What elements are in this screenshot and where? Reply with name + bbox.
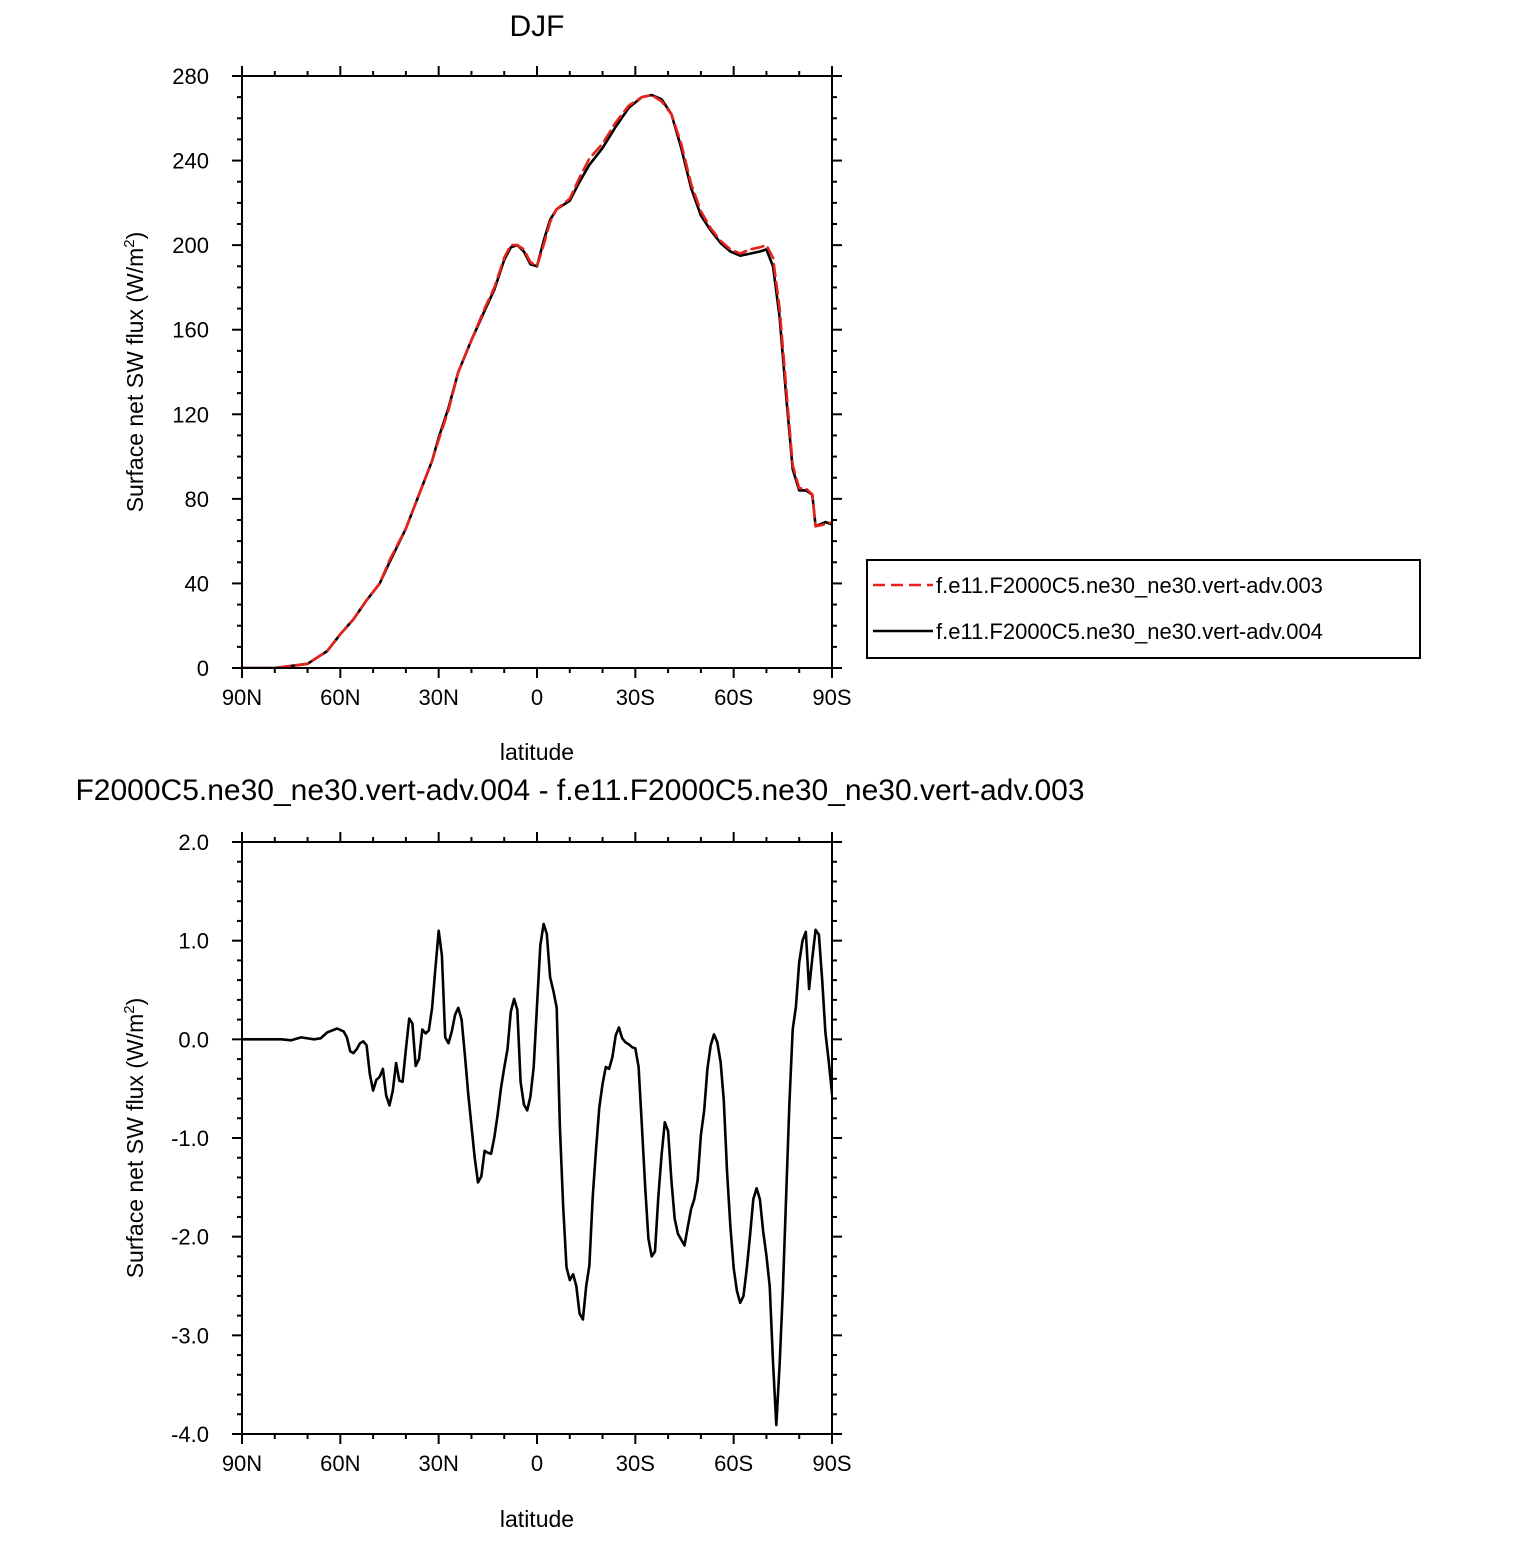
y-tick-label: 120 <box>172 402 209 427</box>
x-tick-label: 90S <box>812 1451 851 1476</box>
top-plot-frame <box>241 75 833 669</box>
x-tick-label: 30N <box>418 685 458 710</box>
top-x-axis-title: latitude <box>500 739 574 765</box>
bottom-x-axis-title: latitude <box>500 1506 574 1532</box>
top-axis-ticks <box>232 66 842 678</box>
x-tick-label: 90N <box>222 1451 262 1476</box>
bottom-y-axis-title-end: ) <box>122 998 148 1006</box>
bottom-series-lines <box>242 922 832 1427</box>
top-x-tick-labels: 90N 60N 30N 0 30S 60S 90S <box>222 685 852 710</box>
y-tick-label: -4.0 <box>171 1422 209 1447</box>
bottom-y-axis-title-sup: 2 <box>121 1005 138 1013</box>
top-y-tick-labels: 0 40 80 120 160 200 240 280 <box>172 64 209 681</box>
top-y-axis-title-main: Surface net SW flux (W/m <box>122 248 148 513</box>
legend-label-series-003: f.e11.F2000C5.ne30_ne30.vert-adv.003 <box>936 573 1323 598</box>
top-chart-title: DJF <box>510 10 565 43</box>
bottom-y-axis-title-main: Surface net SW flux (W/m <box>122 1014 148 1279</box>
legend: f.e11.F2000C5.ne30_ne30.vert-adv.003 f.e… <box>866 559 1421 659</box>
y-tick-label: -1.0 <box>171 1126 209 1151</box>
bottom-plot-frame <box>241 841 833 1435</box>
x-tick-label: 90S <box>812 685 851 710</box>
x-tick-label: 30S <box>616 1451 655 1476</box>
top-panel: DJF 90N 60N 30N 0 30S 60S 90S 0 40 80 120 160 200 24… <box>121 10 1421 765</box>
x-tick-label: 90N <box>222 685 262 710</box>
y-tick-label: 1.0 <box>178 929 209 954</box>
y-tick-label: 0 <box>197 656 209 681</box>
y-tick-label: -3.0 <box>171 1323 209 1348</box>
bottom-y-tick-labels: -4.0 -3.0 -2.0 -1.0 0.0 1.0 2.0 <box>171 830 209 1447</box>
top-y-axis-title: Surface net SW flux (W/m2) <box>121 232 148 513</box>
bottom-y-axis-title: Surface net SW flux (W/m2) <box>121 998 148 1279</box>
x-tick-label: 0 <box>531 685 543 710</box>
x-tick-label: 30N <box>418 1451 458 1476</box>
difference-line <box>242 922 832 1427</box>
legend-box <box>866 559 1421 659</box>
bottom-panel: F2000C5.ne30_ne30.vert-adv.004 - f.e11.F… <box>75 774 1084 1532</box>
bottom-chart-title: F2000C5.ne30_ne30.vert-adv.004 - f.e11.F… <box>75 774 1084 807</box>
y-tick-label: 280 <box>172 64 209 89</box>
x-tick-label: 0 <box>531 1451 543 1476</box>
y-tick-label: -2.0 <box>171 1225 209 1250</box>
x-tick-label: 60S <box>714 685 753 710</box>
top-y-axis-title-end: ) <box>122 232 148 240</box>
x-tick-label: 60S <box>714 1451 753 1476</box>
y-tick-label: 2.0 <box>178 830 209 855</box>
x-tick-label: 60N <box>320 685 360 710</box>
x-tick-label: 30S <box>616 685 655 710</box>
series-line-003 <box>242 93 832 668</box>
y-tick-label: 40 <box>185 571 209 596</box>
top-series-lines <box>242 93 832 668</box>
x-tick-label: 60N <box>320 1451 360 1476</box>
y-tick-label: 200 <box>172 233 209 258</box>
y-tick-label: 80 <box>185 487 209 512</box>
bottom-x-tick-labels: 90N 60N 30N 0 30S 60S 90S <box>222 1451 852 1476</box>
series-line-004 <box>242 93 832 668</box>
y-tick-label: 240 <box>172 149 209 174</box>
legend-label-series-004: f.e11.F2000C5.ne30_ne30.vert-adv.004 <box>936 619 1323 644</box>
y-tick-label: 160 <box>172 318 209 343</box>
y-tick-label: 0.0 <box>178 1027 209 1052</box>
bottom-axis-ticks <box>232 832 842 1444</box>
top-y-axis-title-sup: 2 <box>121 239 138 247</box>
